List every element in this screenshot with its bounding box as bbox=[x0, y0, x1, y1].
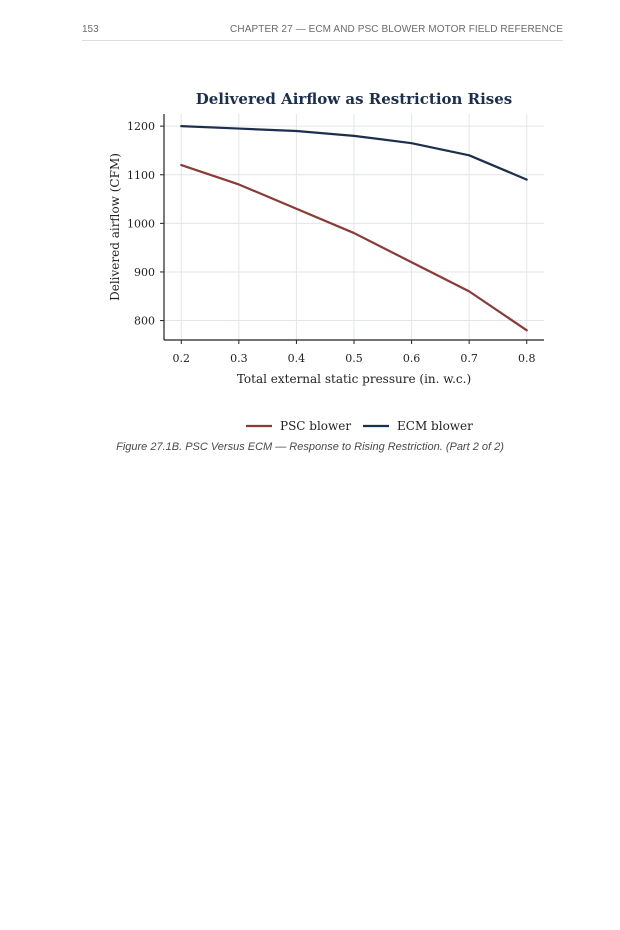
axes bbox=[160, 114, 544, 344]
x-tick-label: 0.4 bbox=[288, 352, 306, 365]
x-axis-label: Total external static pressure (in. w.c.… bbox=[237, 372, 471, 386]
y-tick-label: 1100 bbox=[127, 169, 155, 182]
y-tick-label: 900 bbox=[134, 266, 155, 279]
y-tick-label: 800 bbox=[134, 315, 155, 328]
header-rule bbox=[82, 40, 563, 41]
series-line-psc-blower bbox=[180, 163, 528, 332]
y-tick-label: 1200 bbox=[127, 120, 155, 133]
x-tick-label: 0.8 bbox=[518, 352, 536, 365]
x-tick-label: 0.3 bbox=[230, 352, 248, 365]
running-head: CHAPTER 27 — ECM AND PSC BLOWER MOTOR FI… bbox=[230, 24, 563, 35]
x-tick-label: 0.7 bbox=[460, 352, 478, 365]
x-tick-label: 0.6 bbox=[403, 352, 421, 365]
y-tick-labels: 800 900 1000 1100 1200 bbox=[127, 120, 155, 327]
page-number: 153 bbox=[82, 24, 99, 35]
x-tick-label: 0.5 bbox=[345, 352, 363, 365]
chart-title: Delivered Airflow as Restriction Rises bbox=[196, 90, 513, 108]
grid bbox=[164, 114, 544, 340]
series-lines bbox=[180, 125, 528, 332]
y-axis-label: Delivered airflow (CFM) bbox=[108, 153, 122, 301]
x-tick-labels: 0.2 0.3 0.4 0.5 0.6 0.7 0.8 bbox=[173, 352, 536, 365]
figure-caption: Figure 27.1B. PSC Versus ECM — Response … bbox=[116, 441, 504, 453]
legend-label-psc-blower: PSC blower bbox=[280, 419, 351, 433]
y-tick-label: 1000 bbox=[127, 217, 155, 230]
legend: PSC blower ECM blower bbox=[246, 419, 473, 433]
line-chart: Delivered Airflow as Restriction Rises 0… bbox=[108, 90, 544, 433]
legend-label-ecm-blower: ECM blower bbox=[397, 419, 473, 433]
x-tick-label: 0.2 bbox=[173, 352, 191, 365]
series-line-ecm-blower bbox=[180, 125, 528, 181]
